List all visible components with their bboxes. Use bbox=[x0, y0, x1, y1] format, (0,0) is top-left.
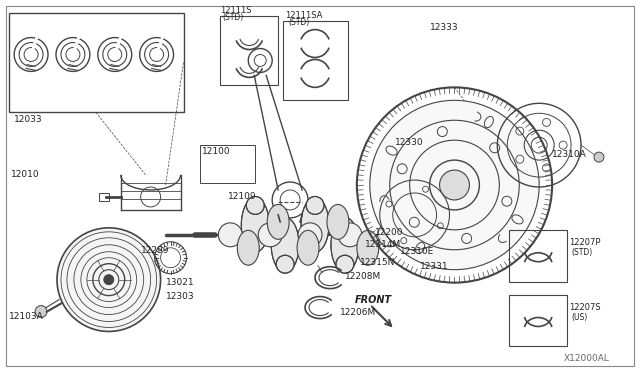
Text: 12010: 12010 bbox=[11, 170, 40, 179]
Circle shape bbox=[306, 196, 324, 214]
Circle shape bbox=[338, 223, 362, 247]
Text: (STD): (STD) bbox=[222, 13, 244, 22]
Ellipse shape bbox=[237, 230, 259, 265]
Ellipse shape bbox=[331, 217, 359, 272]
Text: 12103A: 12103A bbox=[9, 311, 44, 321]
Circle shape bbox=[104, 275, 114, 285]
Text: 12206M: 12206M bbox=[340, 308, 376, 317]
Circle shape bbox=[378, 223, 402, 247]
Ellipse shape bbox=[271, 217, 299, 272]
Bar bbox=[220, 16, 278, 86]
Ellipse shape bbox=[241, 198, 269, 252]
Circle shape bbox=[276, 255, 294, 273]
Bar bbox=[509, 295, 567, 346]
Circle shape bbox=[246, 196, 264, 214]
Text: (STD): (STD) bbox=[571, 248, 592, 257]
Text: 12109: 12109 bbox=[228, 192, 257, 201]
Ellipse shape bbox=[357, 230, 379, 265]
Bar bbox=[283, 20, 348, 100]
Circle shape bbox=[218, 223, 243, 247]
Circle shape bbox=[298, 223, 322, 247]
Text: 12207P: 12207P bbox=[569, 238, 600, 247]
Bar bbox=[200, 145, 255, 183]
Bar bbox=[509, 230, 567, 282]
Circle shape bbox=[336, 255, 354, 273]
Text: 12330: 12330 bbox=[395, 138, 423, 147]
Text: FRONT: FRONT bbox=[355, 295, 392, 305]
Text: 12331: 12331 bbox=[420, 262, 448, 271]
Text: 12299: 12299 bbox=[141, 246, 169, 255]
Text: 12314M: 12314M bbox=[365, 240, 401, 249]
Ellipse shape bbox=[267, 205, 289, 239]
Ellipse shape bbox=[387, 205, 409, 239]
Circle shape bbox=[35, 305, 47, 318]
Text: 12033: 12033 bbox=[14, 115, 43, 124]
Text: 12111SA: 12111SA bbox=[285, 11, 323, 20]
Text: 13021: 13021 bbox=[166, 278, 194, 287]
Ellipse shape bbox=[327, 205, 349, 239]
Bar bbox=[99, 193, 109, 201]
Text: 12200: 12200 bbox=[375, 228, 403, 237]
Text: 12315N: 12315N bbox=[360, 258, 396, 267]
Circle shape bbox=[258, 223, 282, 247]
Ellipse shape bbox=[301, 198, 329, 252]
Circle shape bbox=[370, 100, 539, 270]
Text: 12310A: 12310A bbox=[552, 150, 587, 159]
Ellipse shape bbox=[297, 230, 319, 265]
Text: (US): (US) bbox=[571, 312, 588, 321]
Text: 12303: 12303 bbox=[166, 292, 194, 301]
Text: 12100: 12100 bbox=[202, 147, 231, 156]
Bar bbox=[9, 13, 184, 112]
Circle shape bbox=[594, 152, 604, 162]
Text: X12000AL: X12000AL bbox=[564, 355, 610, 363]
Text: 12207S: 12207S bbox=[569, 302, 601, 312]
Text: 12333: 12333 bbox=[429, 23, 458, 32]
Text: (STD): (STD) bbox=[288, 17, 309, 27]
Text: 12208M: 12208M bbox=[345, 272, 381, 281]
Circle shape bbox=[440, 170, 469, 200]
Text: 12111S: 12111S bbox=[220, 6, 252, 15]
Circle shape bbox=[57, 228, 161, 331]
Text: 12310E: 12310E bbox=[400, 247, 434, 256]
